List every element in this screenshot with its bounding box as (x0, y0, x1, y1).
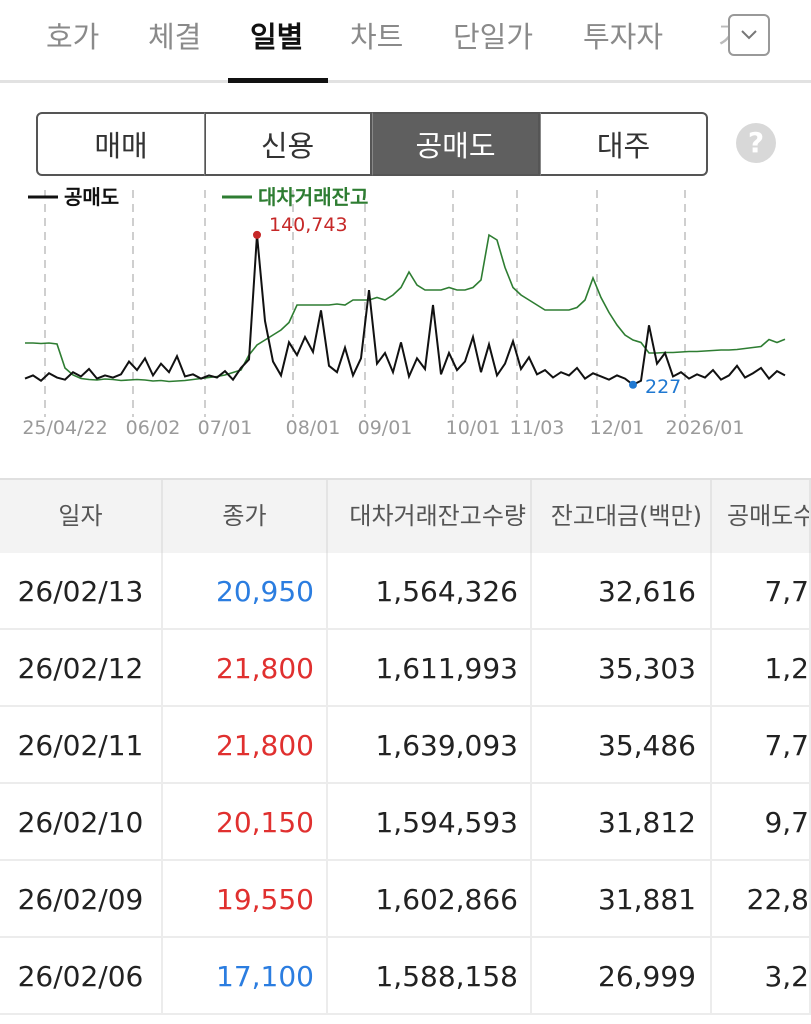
tab-bar-border (0, 80, 811, 83)
active-tab-indicator (228, 78, 328, 83)
help-button[interactable]: ? (736, 123, 776, 163)
x-tick-label: 10/01 (446, 417, 501, 439)
segment-button[interactable]: 신용 (204, 112, 372, 176)
x-tick-label: 2026/01 (666, 417, 745, 439)
table-cell: 21,800 (163, 630, 328, 707)
chevron-icon (741, 30, 757, 40)
table-cell: 9,7 (712, 784, 811, 861)
x-tick-label: 09/01 (358, 417, 413, 439)
table-cell: 26/02/10 (0, 784, 163, 861)
table-cell: 17,100 (163, 938, 328, 1015)
table-header-cell: 종가 (163, 480, 328, 553)
table-cell: 31,812 (532, 784, 712, 861)
segment-button[interactable]: 매매 (36, 112, 206, 176)
table-cell: 26/02/12 (0, 630, 163, 707)
tab[interactable]: 호가 (46, 20, 100, 54)
table-cell: 35,303 (532, 630, 712, 707)
series-line (24, 234, 786, 386)
table-cell: 1,639,093 (328, 707, 532, 784)
table-cell: 1,611,993 (328, 630, 532, 707)
table-header-cell: 잔고대금(백만) (532, 480, 712, 553)
table-cell: 26/02/11 (0, 707, 163, 784)
table-cell: 20,950 (163, 553, 328, 630)
table-top-border (0, 478, 811, 480)
x-tick-label: 06/02 (126, 417, 181, 439)
tab[interactable]: 차트 (350, 20, 404, 54)
value-label: 140,743 (269, 214, 348, 236)
table-cell: 1,602,866 (328, 861, 532, 938)
table-cell: 1,2 (712, 630, 811, 707)
table-cell: 21,800 (163, 707, 328, 784)
x-tick-label: 11/03 (510, 417, 565, 439)
table-cell: 26/02/06 (0, 938, 163, 1015)
chart: 25/04/22 06/02 07/01 08/01 09/01 10/01 11/03 12… (22, 185, 786, 439)
tab[interactable]: 기 (718, 14, 730, 56)
series-line (25, 233, 786, 383)
table-cell: 26/02/13 (0, 553, 163, 630)
table-cell: 1,588,158 (328, 938, 532, 1015)
table-cell: 31,881 (532, 861, 712, 938)
table-header-cell: 일자 (0, 480, 163, 553)
x-tick-label: 08/01 (286, 417, 341, 439)
table-header-cell: 공매도수 (712, 480, 811, 553)
table-cell: 1,564,326 (328, 553, 532, 630)
x-tick-label: 25/04/22 (22, 417, 107, 439)
table-cell: 20,150 (163, 784, 328, 861)
table-cell: 35,486 (532, 707, 712, 784)
value-label: 227 (645, 376, 681, 398)
x-tick-label: 07/01 (198, 417, 253, 439)
tab[interactable]: 단일가 (453, 20, 534, 54)
tab-more-button[interactable] (728, 14, 770, 56)
table-cell: 22,8 (712, 861, 811, 938)
tab[interactable]: 일별 (250, 20, 304, 54)
highlight-marker (253, 230, 261, 239)
tab[interactable]: 체결 (148, 20, 202, 54)
segment-button[interactable]: 대주 (540, 112, 708, 176)
legend-label: 대차거래잔고 (258, 185, 368, 209)
x-tick-label: 12/01 (590, 417, 645, 439)
table-cell: 1,594,593 (328, 784, 532, 861)
table-cell: 26/02/09 (0, 861, 163, 938)
table-header-cell: 대차거래잔고수량 (328, 480, 532, 553)
table-cell: 32,616 (532, 553, 712, 630)
segment-button[interactable]: 공매도 (372, 112, 540, 176)
tab[interactable]: 투자자 (583, 20, 664, 54)
table-cell: 19,550 (163, 861, 328, 938)
table-cell: 7,7 (712, 707, 811, 784)
highlight-marker (629, 380, 637, 389)
table-cell: 3,2 (712, 938, 811, 1015)
legend-label: 공매도 (64, 185, 119, 209)
table-cell: 26,999 (532, 938, 712, 1015)
table-cell: 7,7 (712, 553, 811, 630)
